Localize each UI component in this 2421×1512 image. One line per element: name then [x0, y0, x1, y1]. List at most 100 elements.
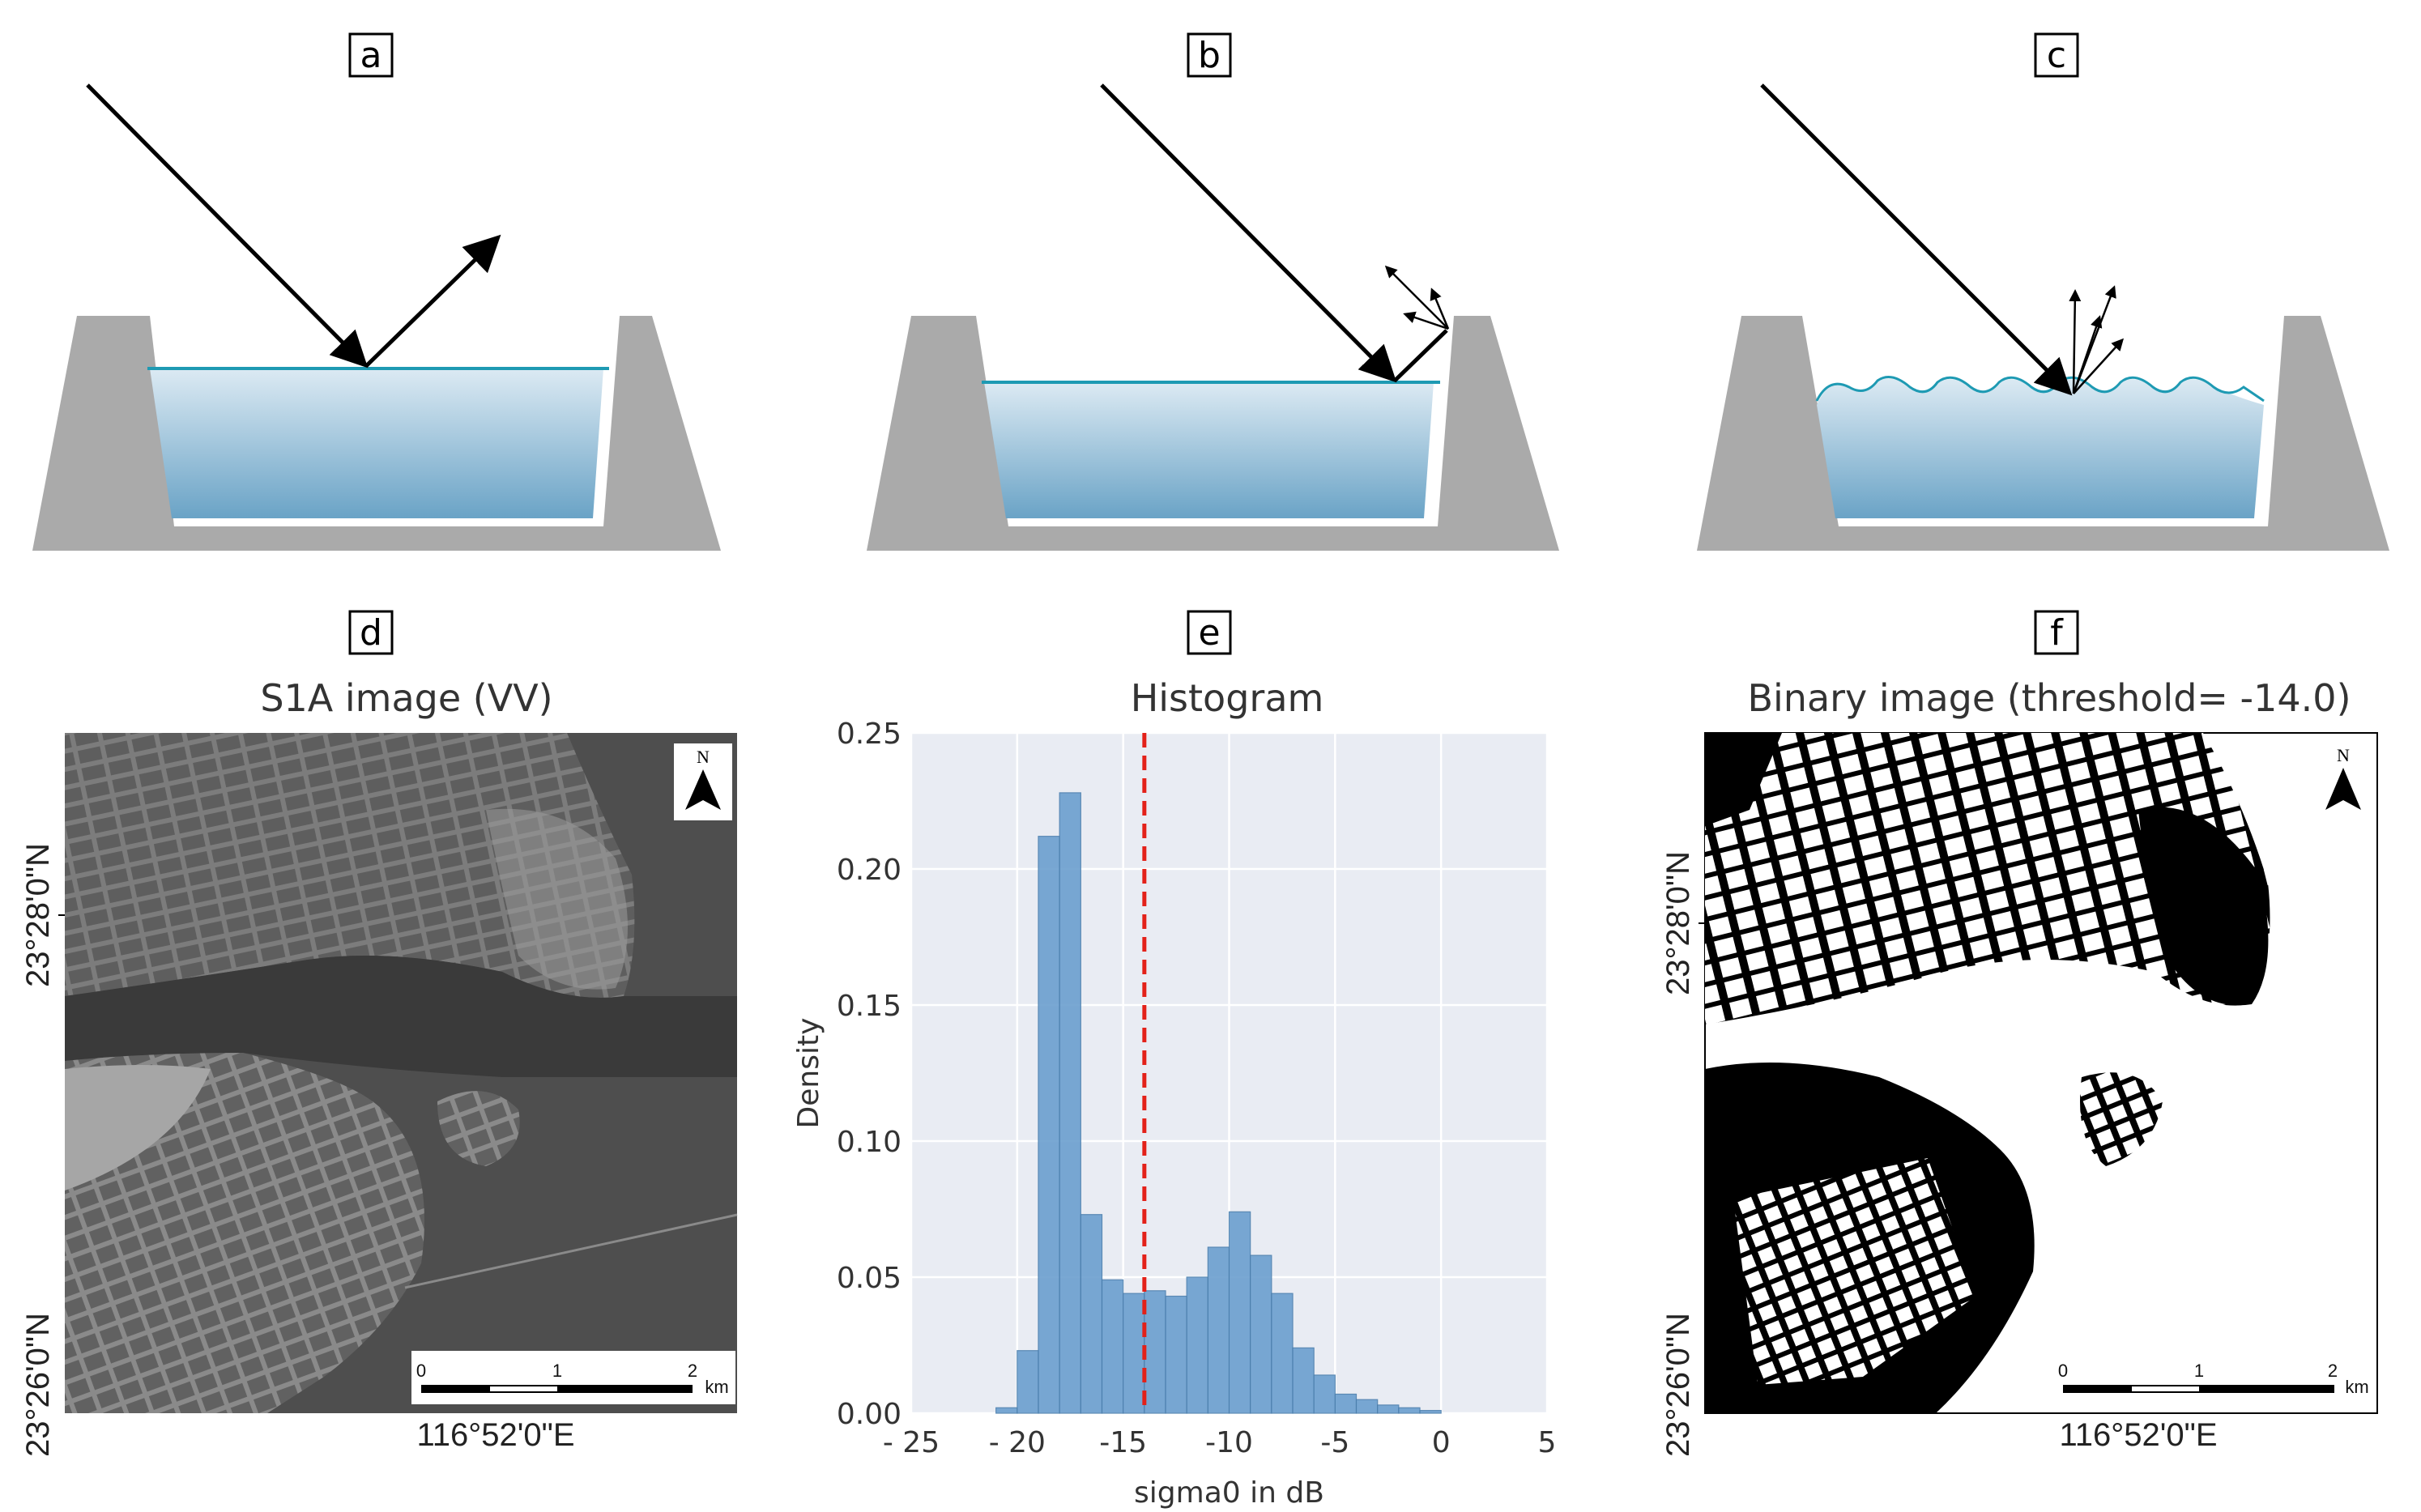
- sar-island-ponds: [437, 1091, 520, 1166]
- panel-e-label: e: [1198, 612, 1220, 654]
- binary-scale-tick-1: 1: [2194, 1361, 2204, 1381]
- panel-c-incident-arrow: [1760, 83, 2073, 396]
- panel-a-label-box: [348, 32, 394, 78]
- binary-lower-ponds: [1733, 1158, 1976, 1385]
- panel-f-label: f: [2050, 612, 2064, 654]
- sar-scale-bar-mid: [490, 1386, 557, 1391]
- histogram-bar: [1250, 1254, 1272, 1414]
- histogram-x-ticks: - 25 - 20 -15 -10 -5 0 5: [883, 1426, 1557, 1459]
- histogram-bar: [1398, 1407, 1421, 1414]
- y-tick-label: 0.15: [837, 990, 901, 1023]
- histogram-bar: [1228, 1211, 1251, 1414]
- binary-lon: 116°52'0"E: [2059, 1417, 2217, 1453]
- panel-c: c: [1697, 32, 2389, 551]
- sar-north-arrow-icon: [685, 769, 721, 810]
- histogram-bar: [1165, 1295, 1187, 1414]
- histogram-bar: [1186, 1276, 1208, 1414]
- sar-scalebar-box: [411, 1351, 735, 1404]
- histogram-xlabel: sigma0 in dB: [1134, 1476, 1324, 1510]
- panel-a: a: [32, 32, 721, 551]
- panel-c-water: [1817, 378, 2264, 518]
- binary-upper-west: [1705, 733, 1782, 826]
- sar-road: [404, 1213, 738, 1289]
- y-tick-label: 0.10: [837, 1126, 901, 1159]
- binary-scale-bar-mid: [2132, 1386, 2199, 1391]
- y-tick-label: 0.25: [837, 718, 901, 751]
- histogram-bar: [1377, 1404, 1400, 1414]
- binary-scale-tick-2: 2: [2328, 1361, 2338, 1381]
- sar-river: [65, 956, 737, 1077]
- histogram-y-ticks: 0.00 0.05 0.10 0.15 0.20 0.25: [837, 718, 901, 1431]
- panel-c-scatter-arrow-4: [2073, 338, 2125, 394]
- x-tick-label: - 20: [989, 1426, 1046, 1459]
- histogram-title: Histogram: [1131, 676, 1324, 720]
- binary-upper-ponds: [1705, 733, 2270, 1024]
- histogram-chart: 0.000.050.100.150.200.25 - 25- 20 -15 -10-…: [792, 718, 1556, 1510]
- x-tick-label: 0: [1432, 1426, 1451, 1459]
- sar-scale-tick-0: 0: [416, 1361, 426, 1381]
- sar-north-label: N: [697, 747, 710, 767]
- panel-a-incident-arrow: [86, 83, 369, 368]
- x-tick-label: -10: [1205, 1426, 1253, 1459]
- binary-image: N 0 1 2 km 23°28'0"N 23°26'0"N 116°52'0"…: [1660, 732, 2378, 1457]
- x-tick-label: -15: [1099, 1426, 1147, 1459]
- histogram-bar: [1292, 1347, 1315, 1414]
- histogram-bar: [1207, 1246, 1230, 1414]
- x-tick-label: 5: [1538, 1426, 1557, 1459]
- histogram-bar: [1101, 1279, 1124, 1414]
- histogram-bar: [1355, 1399, 1379, 1414]
- panel-d-label-box: [348, 610, 394, 655]
- y-tick-label: 0.00: [837, 1398, 901, 1431]
- sar-scale-tick-1: 1: [552, 1361, 562, 1381]
- panel-b: b: [867, 32, 1559, 551]
- sar-lower-land: [65, 1053, 424, 1413]
- panel-b-back-arrow-2: [1430, 287, 1450, 330]
- sar-bright-patch: [486, 808, 628, 990]
- histogram-bars: [995, 792, 1442, 1414]
- x-tick-label: - 25: [883, 1426, 940, 1459]
- y-tick-label: 0.05: [837, 1262, 901, 1295]
- panel-f-title: Binary image (threshold= -14.0): [1747, 676, 2351, 720]
- binary-north-label: N: [2337, 745, 2350, 765]
- binary-lat-top: 23°28'0"N: [1660, 851, 1696, 995]
- sar-scale-unit: km: [705, 1377, 728, 1397]
- histogram-bar: [1080, 1214, 1103, 1414]
- panel-c-waves: [1815, 376, 2265, 402]
- panel-b-bank: [867, 316, 1559, 551]
- panel-b-label: b: [1198, 35, 1221, 76]
- histogram-bar: [1038, 836, 1060, 1414]
- panel-a-specular-arrow: [364, 234, 501, 368]
- x-tick-label: -5: [1320, 1426, 1349, 1459]
- sar-lat-top: 23°28'0"N: [20, 843, 56, 987]
- panel-c-label: c: [2047, 35, 2066, 76]
- histogram-bar: [1123, 1293, 1145, 1414]
- sar-lon: 116°52'0"E: [416, 1417, 574, 1453]
- panel-a-bank: [32, 316, 721, 551]
- panel-a-label: a: [360, 35, 382, 76]
- binary-island: [2080, 1072, 2163, 1166]
- panel-b-back-arrow-3: [1403, 311, 1449, 330]
- sar-image: N 0 1 2 km 23°28'0"N 23°26'0"N 116°52'0"…: [20, 733, 738, 1457]
- sar-lat-bottom: 23°26'0"N: [20, 1313, 56, 1457]
- histogram-bar: [1059, 792, 1081, 1414]
- histogram-ylabel: Density: [792, 1018, 825, 1129]
- sar-scale-tick-2: 2: [688, 1361, 697, 1381]
- panel-b-double-bounce-arrow: [1393, 329, 1448, 382]
- y-tick-label: 0.20: [837, 854, 901, 887]
- histogram-bar: [1313, 1374, 1336, 1414]
- histogram-bar: [1017, 1350, 1039, 1414]
- panel-c-scatter-arrow-1: [2069, 289, 2082, 394]
- histogram-bar: [995, 1407, 1018, 1414]
- histogram-bar: [1419, 1410, 1442, 1414]
- panel-a-water: [150, 368, 603, 518]
- binary-upper-east: [2138, 807, 2269, 1006]
- panel-e-label-box: [1187, 610, 1232, 655]
- histogram-bar: [1144, 1290, 1166, 1414]
- panel-b-label-box: [1187, 32, 1232, 78]
- binary-scale-tick-0: 0: [2058, 1361, 2068, 1381]
- panel-b-water: [984, 382, 1434, 518]
- histogram-bar: [1334, 1393, 1358, 1414]
- panel-c-bank: [1697, 316, 2389, 551]
- panel-b-back-arrow-1: [1384, 265, 1449, 330]
